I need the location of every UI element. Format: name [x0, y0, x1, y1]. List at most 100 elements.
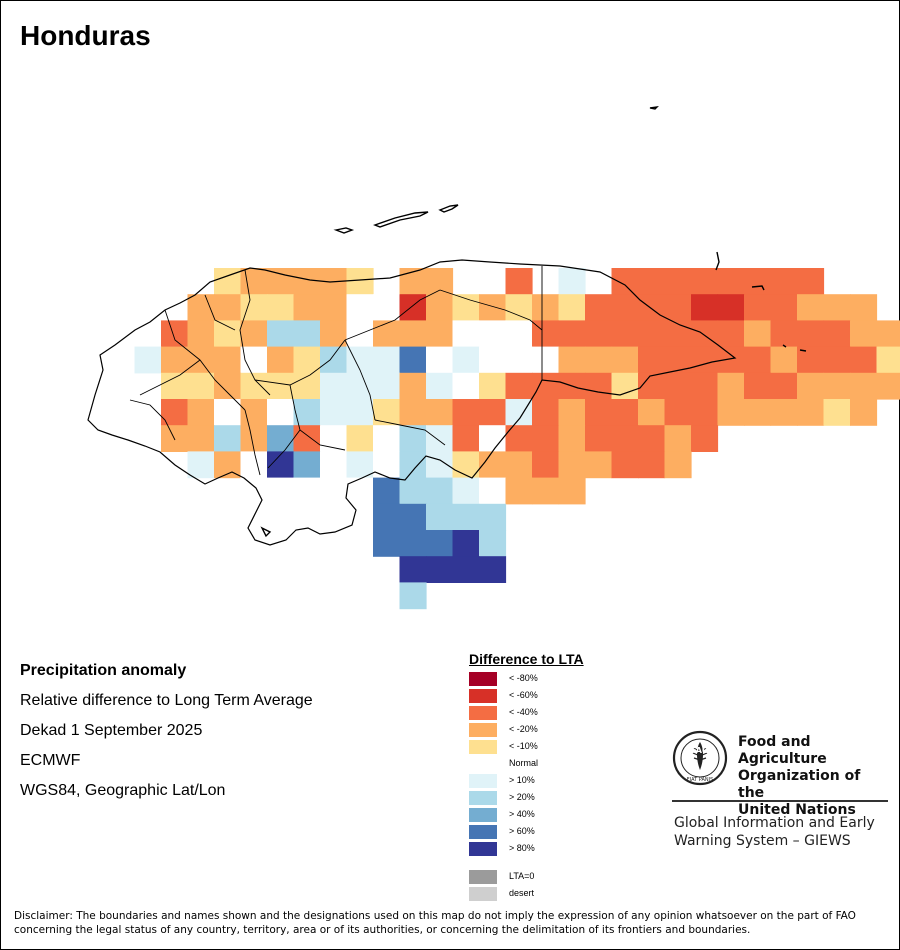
- anomaly-cell: [479, 294, 507, 321]
- anomaly-grid: [134, 268, 900, 610]
- anomaly-cell: [585, 294, 613, 321]
- admin-line: [267, 429, 301, 469]
- anomaly-cell: [267, 346, 295, 374]
- anomaly-cell: [532, 477, 560, 505]
- anomaly-cell: [532, 346, 560, 374]
- anomaly-cell: [558, 399, 586, 426]
- anomaly-cell: [479, 503, 507, 531]
- anomaly-cell: [691, 268, 719, 295]
- anomaly-cell: [770, 294, 798, 321]
- anomaly-cell: [426, 530, 454, 557]
- anomaly-cell: [797, 399, 825, 426]
- anomaly-cell: [770, 268, 798, 295]
- legend-item: < -10%: [469, 739, 584, 756]
- anomaly-cell: [770, 399, 798, 426]
- anomaly-cell: [293, 372, 321, 400]
- anomaly-cell: [532, 372, 560, 400]
- anomaly-cell: [346, 372, 374, 400]
- admin-line: [204, 294, 236, 331]
- anomaly-cell: [214, 399, 242, 426]
- anomaly-cell: [399, 346, 427, 374]
- anomaly-cell: [452, 503, 480, 531]
- anomaly-cell: [161, 346, 189, 374]
- anomaly-cell: [850, 346, 878, 374]
- anomaly-cell: [187, 425, 215, 452]
- anomaly-cell: [717, 320, 745, 348]
- anomaly-cell: [797, 320, 825, 348]
- admin-line: [164, 309, 246, 411]
- anomaly-cell: [452, 530, 480, 557]
- fao-org-name: Food and Agriculture Organization of the…: [738, 734, 888, 819]
- anomaly-cell: [611, 372, 639, 400]
- anomaly-cell: [638, 268, 666, 295]
- info-description: Relative difference to Long Term Average: [20, 692, 313, 709]
- anomaly-cell: [373, 477, 401, 505]
- admin-line: [439, 289, 543, 331]
- anomaly-cell: [426, 451, 454, 479]
- disclaimer-line: concerning the legal status of any count…: [14, 924, 751, 936]
- anomaly-cell: [399, 582, 427, 610]
- utila-island: [333, 227, 355, 234]
- legend-label: LTA=0: [509, 871, 535, 881]
- legend-swatch: [469, 825, 497, 839]
- anomaly-cell: [214, 346, 242, 374]
- legend-label: < -10%: [509, 741, 538, 751]
- info-projection: WGS84, Geographic Lat/Lon: [20, 782, 226, 799]
- admin-line: [244, 409, 261, 476]
- anomaly-cell: [346, 294, 374, 321]
- anomaly-cell: [187, 294, 215, 321]
- anomaly-cell: [187, 346, 215, 374]
- anomaly-cell: [267, 477, 295, 505]
- anomaly-cell: [611, 346, 639, 374]
- anomaly-cell: [558, 294, 586, 321]
- anomaly-cell: [717, 372, 745, 400]
- anomaly-cell: [161, 399, 189, 426]
- anomaly-cell: [717, 268, 745, 295]
- anomaly-cell: [134, 346, 162, 374]
- anomaly-cell: [399, 477, 427, 505]
- anomaly-cell: [664, 320, 692, 348]
- anomaly-cell: [585, 320, 613, 348]
- legend-swatch: [469, 757, 497, 771]
- legend-item: < -60%: [469, 688, 584, 705]
- anomaly-cell: [267, 294, 295, 321]
- anomaly-cell: [346, 425, 374, 452]
- anomaly-cell: [240, 425, 268, 452]
- anomaly-cell: [399, 556, 427, 583]
- anomaly-cell: [426, 399, 454, 426]
- anomaly-cell: [691, 425, 719, 452]
- anomaly-cell: [532, 399, 560, 426]
- anomaly-cell: [532, 451, 560, 479]
- disclaimer-line: Disclaimer: The boundaries and names sho…: [14, 910, 856, 922]
- legend-label: > 10%: [509, 775, 535, 785]
- anomaly-cell: [505, 451, 533, 479]
- info-period: Dekad 1 September 2025: [20, 722, 203, 739]
- anomaly-cell: [214, 320, 242, 348]
- anomaly-cell: [691, 320, 719, 348]
- legend-swatch: [469, 706, 497, 720]
- anomaly-cell: [585, 399, 613, 426]
- anomaly-cell: [479, 425, 507, 452]
- anomaly-cell: [638, 294, 666, 321]
- fao-logo-letters: FAO: [691, 746, 709, 755]
- anomaly-cell: [505, 399, 533, 426]
- gulf-islet: [260, 526, 272, 538]
- anomaly-cell: [876, 372, 900, 400]
- cayos-islet: [715, 251, 720, 271]
- anomaly-cell: [717, 399, 745, 426]
- giews-line: Warning System – GIEWS: [674, 833, 851, 849]
- anomaly-cell: [187, 451, 215, 479]
- giews-name: Global Information and Early Warning Sys…: [674, 814, 875, 850]
- legend-item: > 80%: [469, 841, 584, 858]
- anomaly-cell: [214, 372, 242, 400]
- cayos-islet: [799, 349, 807, 352]
- anomaly-cell: [452, 556, 480, 583]
- anomaly-cell: [373, 425, 401, 452]
- anomaly-cell: [558, 346, 586, 374]
- anomaly-cell: [638, 425, 666, 452]
- anomaly-cell: [426, 372, 454, 400]
- anomaly-cell: [479, 530, 507, 557]
- admin-line: [254, 339, 346, 386]
- bay-islands: [260, 106, 807, 538]
- anomaly-cell: [850, 320, 878, 348]
